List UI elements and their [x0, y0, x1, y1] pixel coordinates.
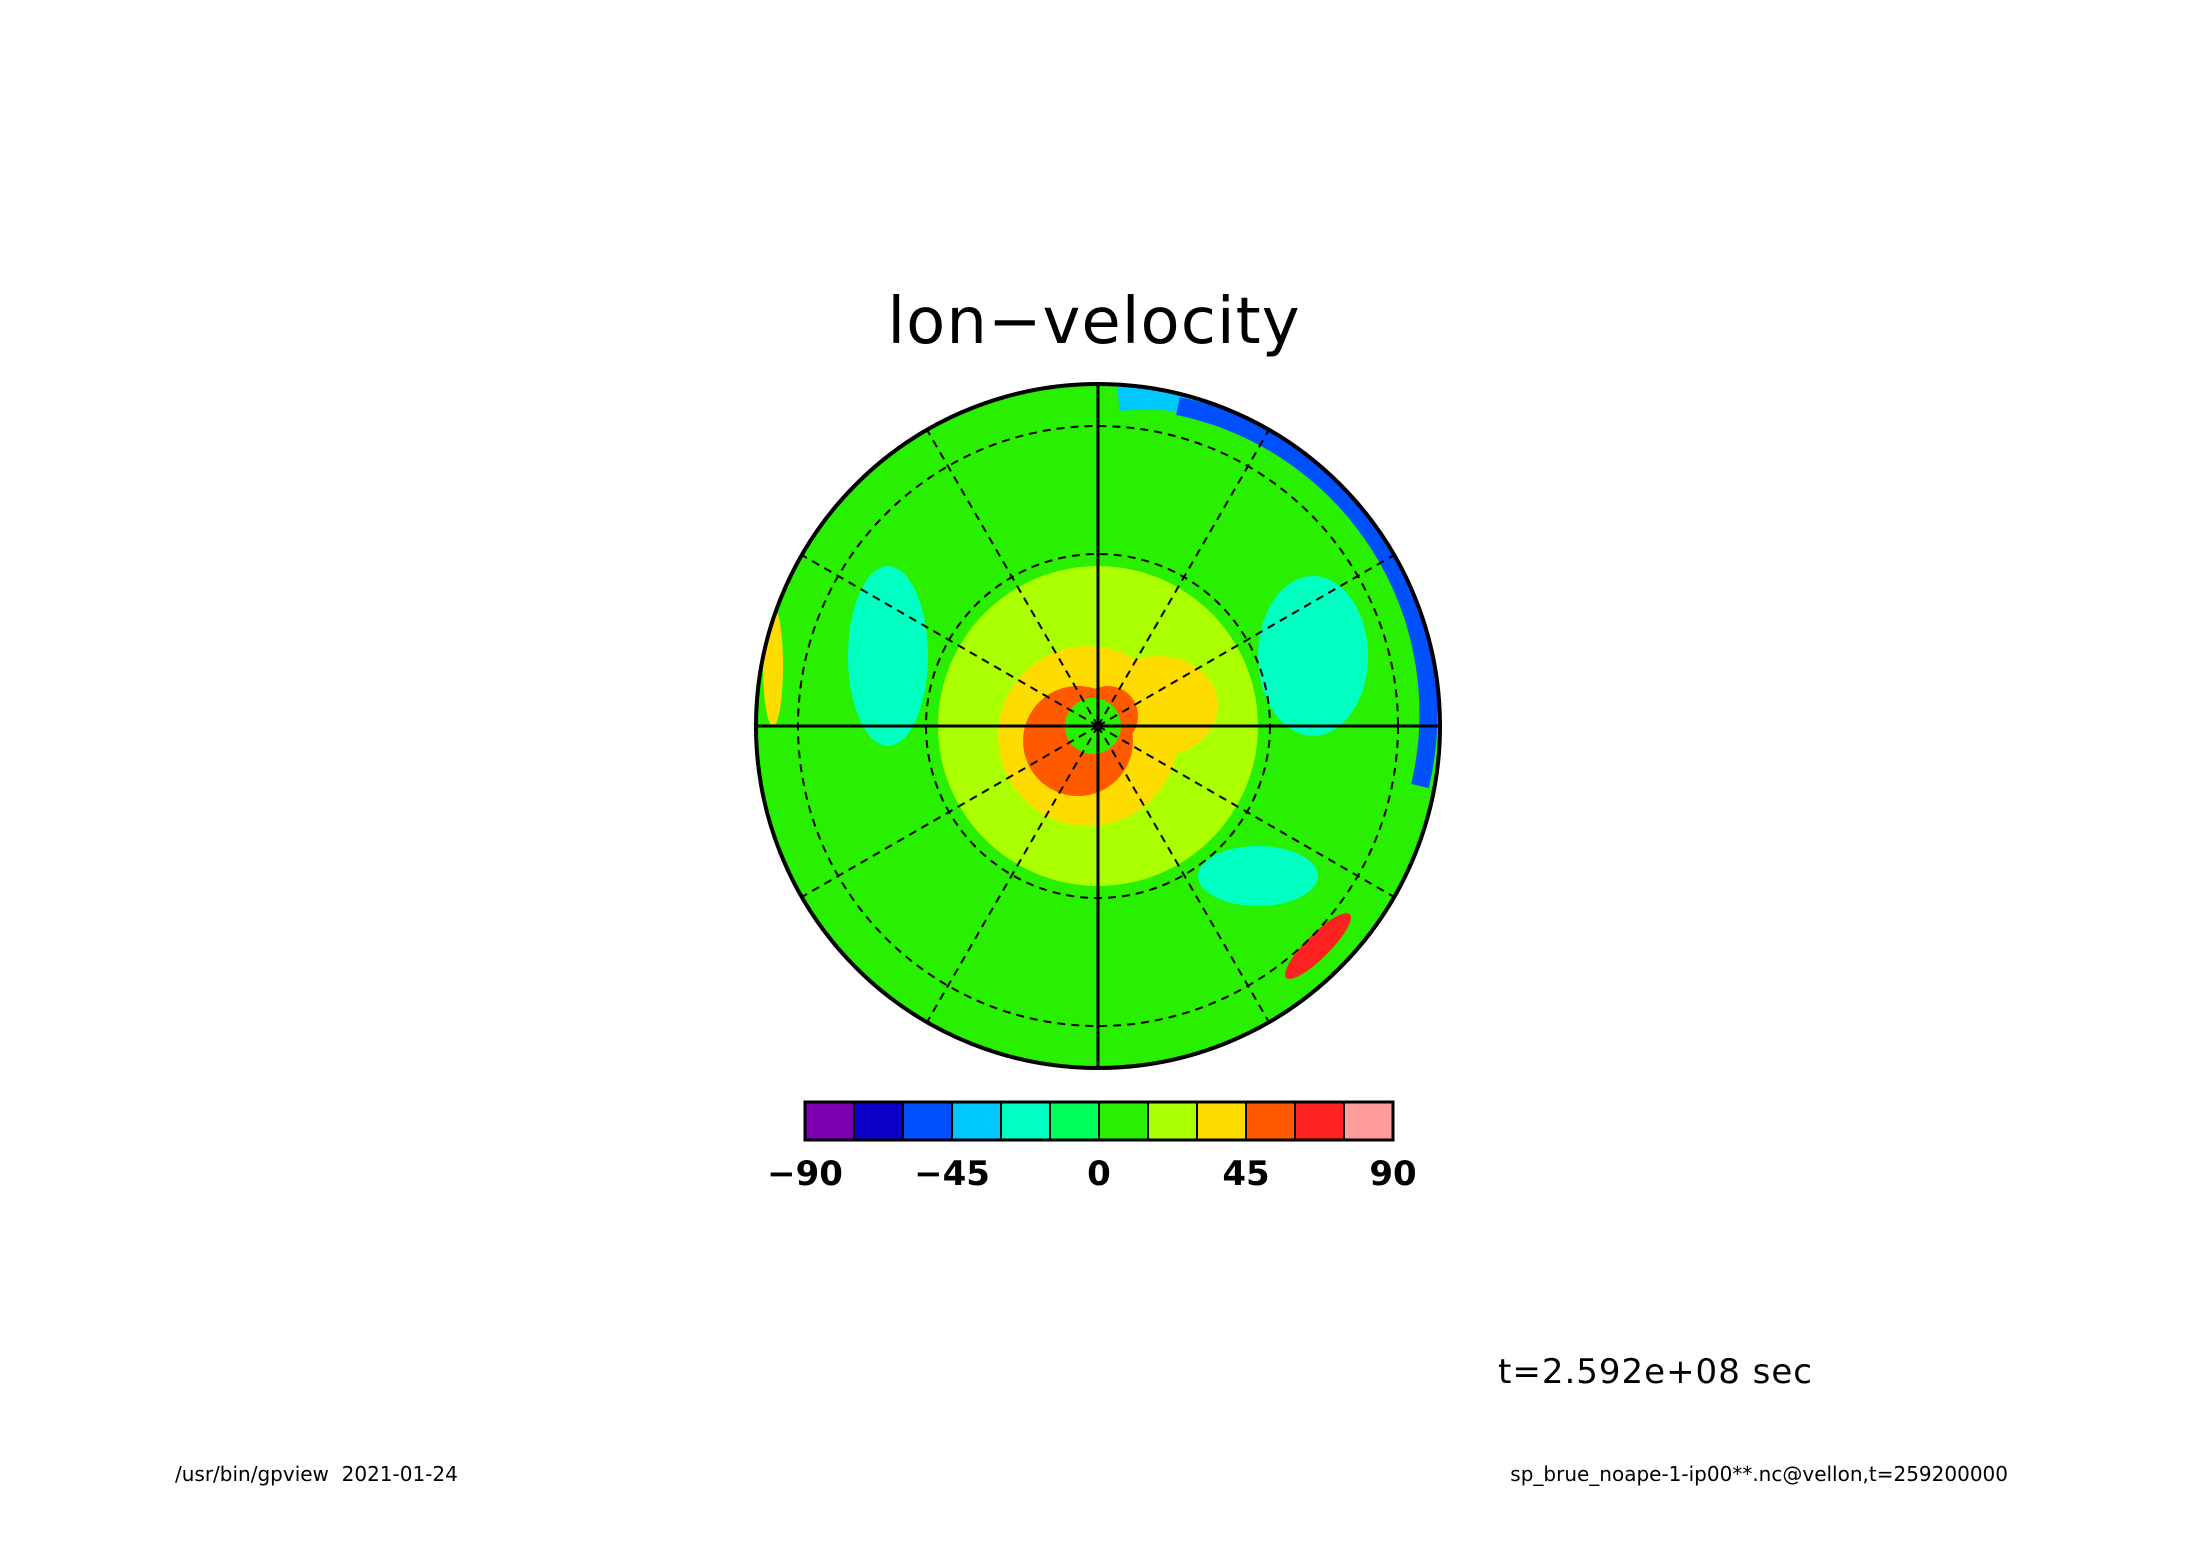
- meridian-dashed: [1097, 554, 1395, 727]
- colorbar-tick-label: 45: [1222, 1154, 1269, 1194]
- colorbar-cell: [1000, 1101, 1051, 1141]
- colorbar-ticks: −90 −45 0 45 90: [767, 1154, 1417, 1194]
- colorbar-cell: [853, 1101, 904, 1141]
- meridian-dashed: [801, 554, 1099, 727]
- colorbar-frame: [803, 1100, 1395, 1142]
- colorbar-cell: [1294, 1101, 1345, 1141]
- chart-title: lon−velocity: [887, 285, 1301, 359]
- colorbar-cell: [1245, 1101, 1296, 1141]
- field-west-patch: [848, 566, 928, 746]
- plot-boundary: [754, 382, 1442, 1070]
- colorbar-cell: [951, 1101, 1002, 1141]
- field-east-patch: [1258, 576, 1368, 736]
- meridian-dashed: [1097, 725, 1395, 898]
- meridian-dashed: [926, 429, 1099, 727]
- colorbar-cell: [1098, 1101, 1149, 1141]
- colorbar: [803, 1100, 1395, 1142]
- colorbar-tick-label: −90: [767, 1154, 843, 1194]
- time-label: t=2.592e+08 sec: [1498, 1352, 1813, 1392]
- field-southeast-streak: [1285, 913, 1351, 979]
- grid-lines: [754, 382, 1442, 1070]
- colorbar-cell: [1049, 1101, 1100, 1141]
- field-east-jet-core: [1176, 397, 1438, 789]
- meridian-dashed: [1097, 429, 1270, 727]
- field-southeast-patch: [1198, 846, 1318, 906]
- colorbar-tick-label: 90: [1369, 1154, 1416, 1194]
- footer-program-date: /usr/bin/gpview 2021-01-24: [175, 1462, 458, 1486]
- colorbar-cell: [1147, 1101, 1198, 1141]
- meridian-dashed: [1097, 725, 1270, 1023]
- colorbar-tick-label: 0: [1087, 1154, 1111, 1194]
- footer-source-file: sp_brue_noape-1-ip00**.nc@vellon,t=25920…: [1510, 1462, 2008, 1486]
- colorbar-cell: [804, 1101, 855, 1141]
- colorbar-cell: [902, 1101, 953, 1141]
- colorbar-cell: [1196, 1101, 1247, 1141]
- colorbar-tick-label: −45: [914, 1154, 990, 1194]
- meridian-dashed: [801, 725, 1099, 898]
- colorbar-cell: [1343, 1101, 1394, 1141]
- meridian-dashed: [926, 725, 1099, 1023]
